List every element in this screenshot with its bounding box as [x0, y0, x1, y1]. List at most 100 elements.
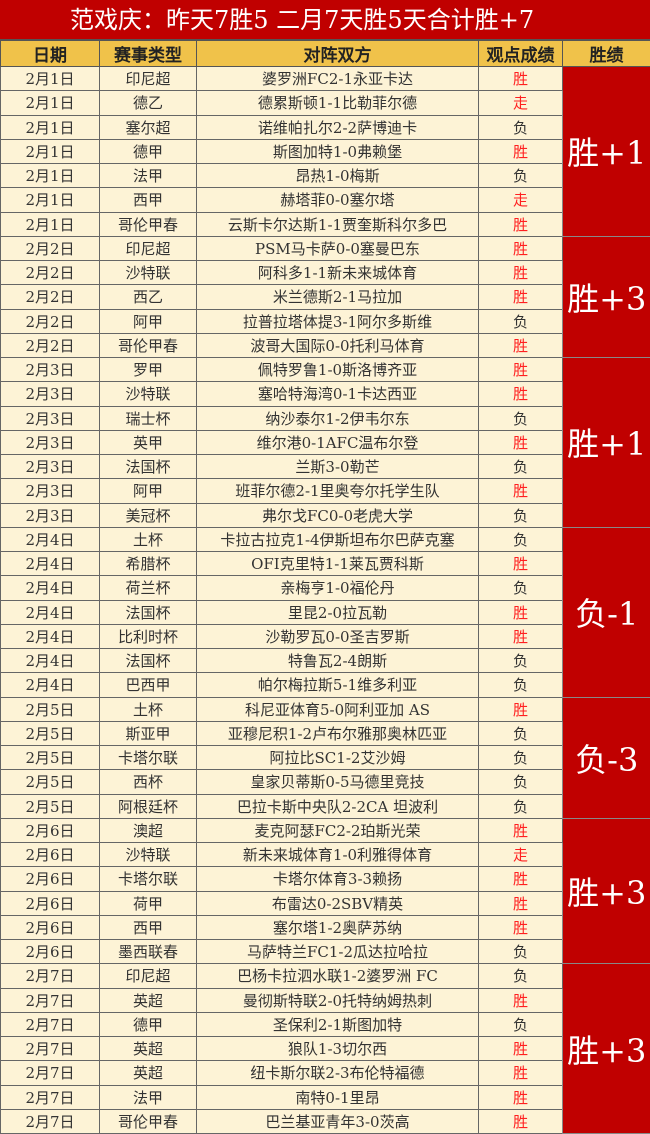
competition-cell: 斯亚甲 — [100, 721, 197, 745]
match-cell: 皇家贝蒂斯0-5马德里竞技 — [197, 770, 479, 794]
competition-cell: 阿根廷杯 — [100, 794, 197, 818]
result-cell: 胜 — [479, 1037, 563, 1061]
results-table: 日期 赛事类型 对阵双方 观点成绩 胜绩 2月1日印尼超婆罗洲FC2-1永亚卡达… — [0, 40, 650, 1134]
table-row: 2月3日美冠杯弗尔戈FC0-0老虎大学负 — [1, 503, 650, 527]
date-cell: 2月3日 — [1, 406, 100, 430]
result-cell: 胜 — [479, 1061, 563, 1085]
date-cell: 2月3日 — [1, 455, 100, 479]
match-cell: 塞尔塔1-2奥萨苏纳 — [197, 915, 479, 939]
header-summary: 胜绩 — [563, 41, 650, 67]
date-cell: 2月7日 — [1, 1037, 100, 1061]
table-row: 2月1日印尼超婆罗洲FC2-1永亚卡达胜胜+1 — [1, 67, 650, 91]
match-cell: 斯图加特1-0弗赖堡 — [197, 139, 479, 163]
table-row: 2月1日塞尔超诺维帕扎尔2-2萨博迪卡负 — [1, 115, 650, 139]
table-row: 2月5日阿根廷杯巴拉卡斯中央队2-2CA 坦波利负 — [1, 794, 650, 818]
match-cell: 卡拉古拉克1-4伊斯坦布尔巴萨克塞 — [197, 527, 479, 551]
table-row: 2月3日罗甲佩特罗鲁1-0斯洛博齐亚胜胜+1 — [1, 358, 650, 382]
table-row: 2月5日西杯皇家贝蒂斯0-5马德里竞技负 — [1, 770, 650, 794]
result-cell: 走 — [479, 843, 563, 867]
result-cell: 胜 — [479, 988, 563, 1012]
table-row: 2月2日西乙米兰德斯2-1马拉加胜 — [1, 285, 650, 309]
table-row: 2月3日法国杯兰斯3-0勒芒负 — [1, 455, 650, 479]
date-cell: 2月3日 — [1, 503, 100, 527]
table-row: 2月7日法甲南特0-1里昂胜 — [1, 1085, 650, 1109]
result-cell: 胜 — [479, 552, 563, 576]
result-cell: 负 — [479, 1012, 563, 1036]
date-cell: 2月3日 — [1, 430, 100, 454]
competition-cell: 罗甲 — [100, 358, 197, 382]
match-cell: 圣保利2-1斯图加特 — [197, 1012, 479, 1036]
date-cell: 2月4日 — [1, 649, 100, 673]
match-cell: 麦克阿瑟FC2-2珀斯光荣 — [197, 818, 479, 842]
competition-cell: 阿甲 — [100, 309, 197, 333]
day-summary-cell: 胜+3 — [563, 964, 650, 1134]
competition-cell: 卡塔尔联 — [100, 867, 197, 891]
competition-cell: 法国杯 — [100, 455, 197, 479]
competition-cell: 英超 — [100, 988, 197, 1012]
match-cell: 兰斯3-0勒芒 — [197, 455, 479, 479]
competition-cell: 法甲 — [100, 164, 197, 188]
result-cell: 负 — [479, 309, 563, 333]
table-row: 2月2日哥伦甲春波哥大国际0-0托利马体育胜 — [1, 333, 650, 357]
table-row: 2月6日澳超麦克阿瑟FC2-2珀斯光荣胜胜+3 — [1, 818, 650, 842]
table-row: 2月6日西甲塞尔塔1-2奥萨苏纳胜 — [1, 915, 650, 939]
result-cell: 胜 — [479, 333, 563, 357]
competition-cell: 土杯 — [100, 527, 197, 551]
competition-cell: 希腊杯 — [100, 552, 197, 576]
table-row: 2月3日阿甲班菲尔德2-1里奥夸尔托学生队胜 — [1, 479, 650, 503]
table-row: 2月3日英甲维尔港0-1AFC温布尔登胜 — [1, 430, 650, 454]
date-cell: 2月7日 — [1, 964, 100, 988]
match-cell: 曼彻斯特联2-0托特纳姆热刺 — [197, 988, 479, 1012]
table-row: 2月7日哥伦甲春巴兰基亚青年3-0茨高胜 — [1, 1109, 650, 1133]
result-cell: 胜 — [479, 891, 563, 915]
table-row: 2月3日瑞士杯纳沙泰尔1-2伊韦尔东负 — [1, 406, 650, 430]
result-cell: 胜 — [479, 236, 563, 260]
match-cell: 沙勒罗瓦0-0圣吉罗斯 — [197, 624, 479, 648]
header-match: 对阵双方 — [197, 41, 479, 67]
result-cell: 胜 — [479, 600, 563, 624]
result-cell: 胜 — [479, 285, 563, 309]
competition-cell: 沙特联 — [100, 382, 197, 406]
page-title: 范戏庆：昨天7胜5 二月7天胜5天合计胜+7 — [0, 0, 650, 40]
date-cell: 2月4日 — [1, 600, 100, 624]
date-cell: 2月4日 — [1, 624, 100, 648]
result-cell: 走 — [479, 91, 563, 115]
date-cell: 2月2日 — [1, 285, 100, 309]
header-competition: 赛事类型 — [100, 41, 197, 67]
result-cell: 负 — [479, 164, 563, 188]
competition-cell: 阿甲 — [100, 479, 197, 503]
match-cell: 婆罗洲FC2-1永亚卡达 — [197, 67, 479, 91]
table-row: 2月1日哥伦甲春云斯卡尔达斯1-1贾奎斯科尔多巴胜 — [1, 212, 650, 236]
match-cell: 弗尔戈FC0-0老虎大学 — [197, 503, 479, 527]
result-cell: 胜 — [479, 915, 563, 939]
result-cell: 胜 — [479, 139, 563, 163]
match-cell: 亲梅亨1-0福伦丹 — [197, 576, 479, 600]
table-row: 2月4日巴西甲帕尔梅拉斯5-1维多利亚负 — [1, 673, 650, 697]
date-cell: 2月4日 — [1, 576, 100, 600]
table-row: 2月7日德甲圣保利2-1斯图加特负 — [1, 1012, 650, 1036]
match-cell: 诺维帕扎尔2-2萨博迪卡 — [197, 115, 479, 139]
result-cell: 负 — [479, 673, 563, 697]
date-cell: 2月4日 — [1, 527, 100, 551]
table-row: 2月4日法国杯特鲁瓦2-4朗斯负 — [1, 649, 650, 673]
date-cell: 2月6日 — [1, 843, 100, 867]
competition-cell: 哥伦甲春 — [100, 333, 197, 357]
match-cell: 科尼亚体育5-0阿利亚加 AS — [197, 697, 479, 721]
match-cell: 南特0-1里昂 — [197, 1085, 479, 1109]
header-date: 日期 — [1, 41, 100, 67]
date-cell: 2月7日 — [1, 988, 100, 1012]
match-cell: 米兰德斯2-1马拉加 — [197, 285, 479, 309]
competition-cell: 巴西甲 — [100, 673, 197, 697]
competition-cell: 印尼超 — [100, 67, 197, 91]
match-cell: 纽卡斯尔联2-3布伦特福德 — [197, 1061, 479, 1085]
date-cell: 2月6日 — [1, 915, 100, 939]
match-cell: 赫塔菲0-0塞尔塔 — [197, 188, 479, 212]
result-cell: 胜 — [479, 1085, 563, 1109]
match-cell: 亚穆尼积1-2卢布尔雅那奥林匹亚 — [197, 721, 479, 745]
table-row: 2月6日卡塔尔联卡塔尔体育3-3赖扬胜 — [1, 867, 650, 891]
match-cell: 巴杨卡拉泗水联1-2婆罗洲 FC — [197, 964, 479, 988]
result-cell: 负 — [479, 940, 563, 964]
match-cell: 卡塔尔体育3-3赖扬 — [197, 867, 479, 891]
